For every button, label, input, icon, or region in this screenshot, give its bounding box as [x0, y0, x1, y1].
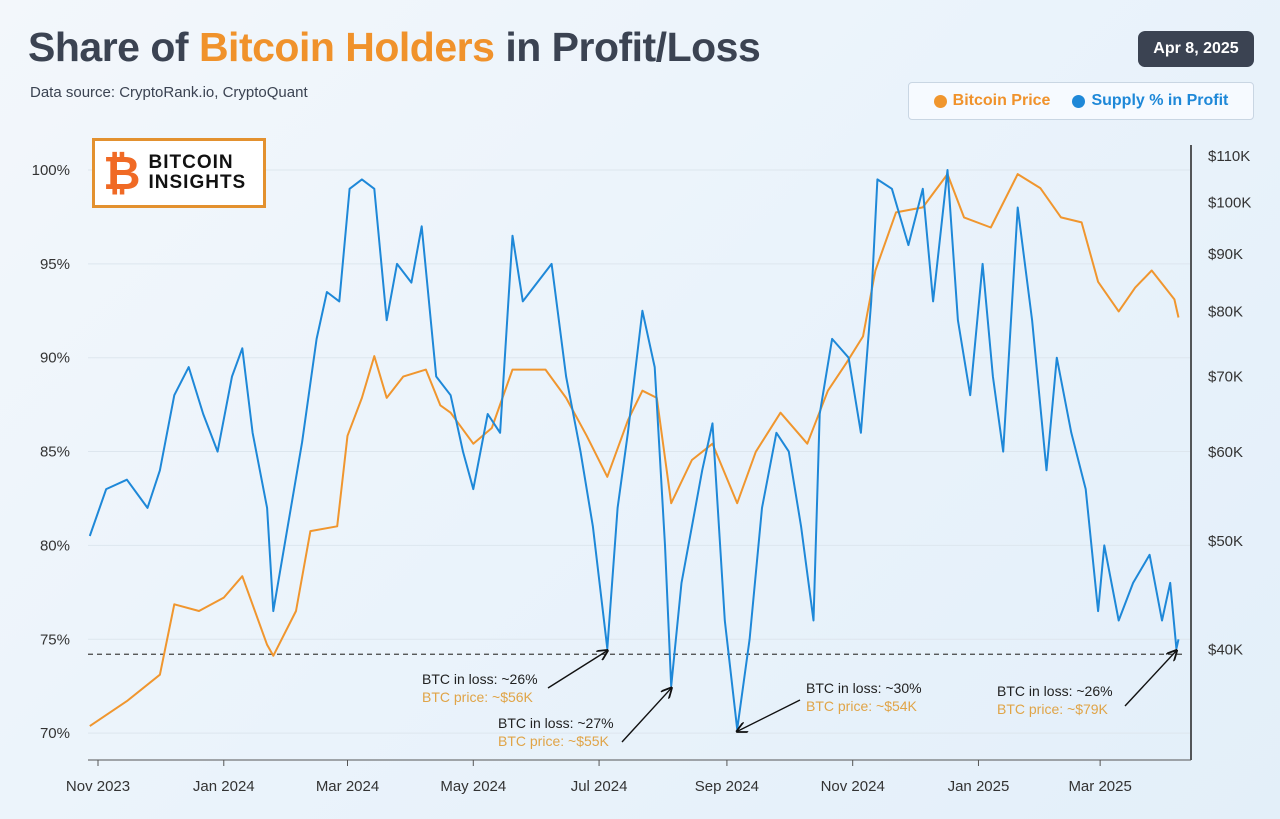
- annotation-loss-text: BTC in loss: ~26%: [997, 683, 1113, 699]
- x-tick-label: Sep 2024: [695, 778, 759, 795]
- annotation-price-text: BTC price: ~$55K: [498, 733, 610, 749]
- logo-text: BITCOIN INSIGHTS: [149, 153, 247, 193]
- y-right-tick-label: $40K: [1208, 642, 1243, 659]
- series-lines: [88, 169, 1180, 731]
- y-left-tick-label: 70%: [40, 725, 70, 742]
- x-tick-label: Jan 2024: [193, 778, 255, 795]
- legend-item-price: Bitcoin Price: [933, 92, 1051, 110]
- y-left-tick-label: 85%: [40, 444, 70, 461]
- y-right-tick-label: $80K: [1208, 303, 1243, 320]
- annotation-price-text: BTC price: ~$56K: [422, 689, 534, 705]
- chart-title: Share of Bitcoin Holders in Profit/Loss: [28, 24, 761, 71]
- legend-item-supply: Supply % in Profit: [1072, 92, 1228, 110]
- y-right-tick-label: $70K: [1208, 369, 1243, 386]
- bitcoin-logo-icon: ₿: [103, 147, 141, 199]
- annotation: BTC in loss: ~26% BTC price: ~$79K: [997, 651, 1176, 717]
- data-source: Data source: CryptoRank.io, CryptoQuant: [30, 84, 308, 101]
- logo-line2: INSIGHTS: [148, 172, 247, 193]
- y-right-tick-label: $50K: [1208, 533, 1243, 550]
- y-left-tick-label: 95%: [40, 256, 70, 273]
- annotation-loss-text: BTC in loss: ~26%: [422, 671, 538, 687]
- legend: Bitcoin Price Supply % in Profit: [908, 82, 1254, 120]
- axes: 100% 95% 90% 85% 80% 75% 70% $110K $100K $90K $80K…: [32, 145, 1251, 795]
- y-left-tick-label: 75%: [40, 631, 70, 648]
- annotation-loss-text: BTC in loss: ~27%: [498, 715, 614, 731]
- x-tick-label: Nov 2023: [66, 778, 130, 795]
- y-right-tick-label: $90K: [1208, 246, 1243, 263]
- annotation-arrow: [621, 688, 671, 743]
- logo-line1: BITCOIN: [148, 152, 234, 173]
- y-right-tick-label: $110K: [1208, 148, 1250, 165]
- legend-dot-supply: [1072, 94, 1086, 108]
- annotation-arrow: [547, 651, 607, 689]
- x-tick-label: Jan 2025: [948, 778, 1010, 795]
- y-right-tick-label: $60K: [1208, 444, 1243, 461]
- y-left-tick-label: 90%: [40, 350, 70, 367]
- x-tick-label: Mar 2024: [316, 778, 379, 795]
- title-suffix: in Profit/Loss: [494, 24, 761, 70]
- x-tick-label: May 2024: [440, 778, 506, 795]
- x-tick-label: Nov 2024: [821, 778, 885, 795]
- y-left-tick-label: 100%: [32, 162, 70, 179]
- legend-dot-price: [933, 94, 947, 108]
- title-prefix: Share of: [28, 24, 199, 70]
- annotation-loss-text: BTC in loss: ~30%: [806, 680, 922, 696]
- gridlines: [88, 169, 1190, 734]
- annotation-arrow: [737, 699, 801, 731]
- date-badge: Apr 8, 2025: [1138, 31, 1254, 67]
- x-tick-label: Jul 2024: [571, 778, 628, 795]
- annotation-price-text: BTC price: ~$54K: [806, 698, 918, 714]
- annotation-arrow: [1124, 651, 1176, 707]
- x-tick-label: Mar 2025: [1068, 778, 1131, 795]
- title-highlight: Bitcoin Holders: [198, 24, 495, 70]
- price-line: [89, 173, 1180, 727]
- y-left-tick-label: 80%: [40, 537, 70, 554]
- annotation: BTC in loss: ~27% BTC price: ~$55K: [498, 688, 671, 749]
- annotation: BTC in loss: ~26% BTC price: ~$56K: [422, 651, 607, 705]
- legend-label-price: Bitcoin Price: [952, 92, 1051, 109]
- bitcoin-insights-logo: ₿ BITCOIN INSIGHTS: [92, 138, 266, 208]
- annotation: BTC in loss: ~30% BTC price: ~$54K: [737, 680, 922, 731]
- legend-label-supply: Supply % in Profit: [1091, 92, 1229, 109]
- annotation-price-text: BTC price: ~$79K: [997, 701, 1109, 717]
- supply-line: [88, 169, 1180, 731]
- y-right-tick-label: $100K: [1208, 195, 1251, 212]
